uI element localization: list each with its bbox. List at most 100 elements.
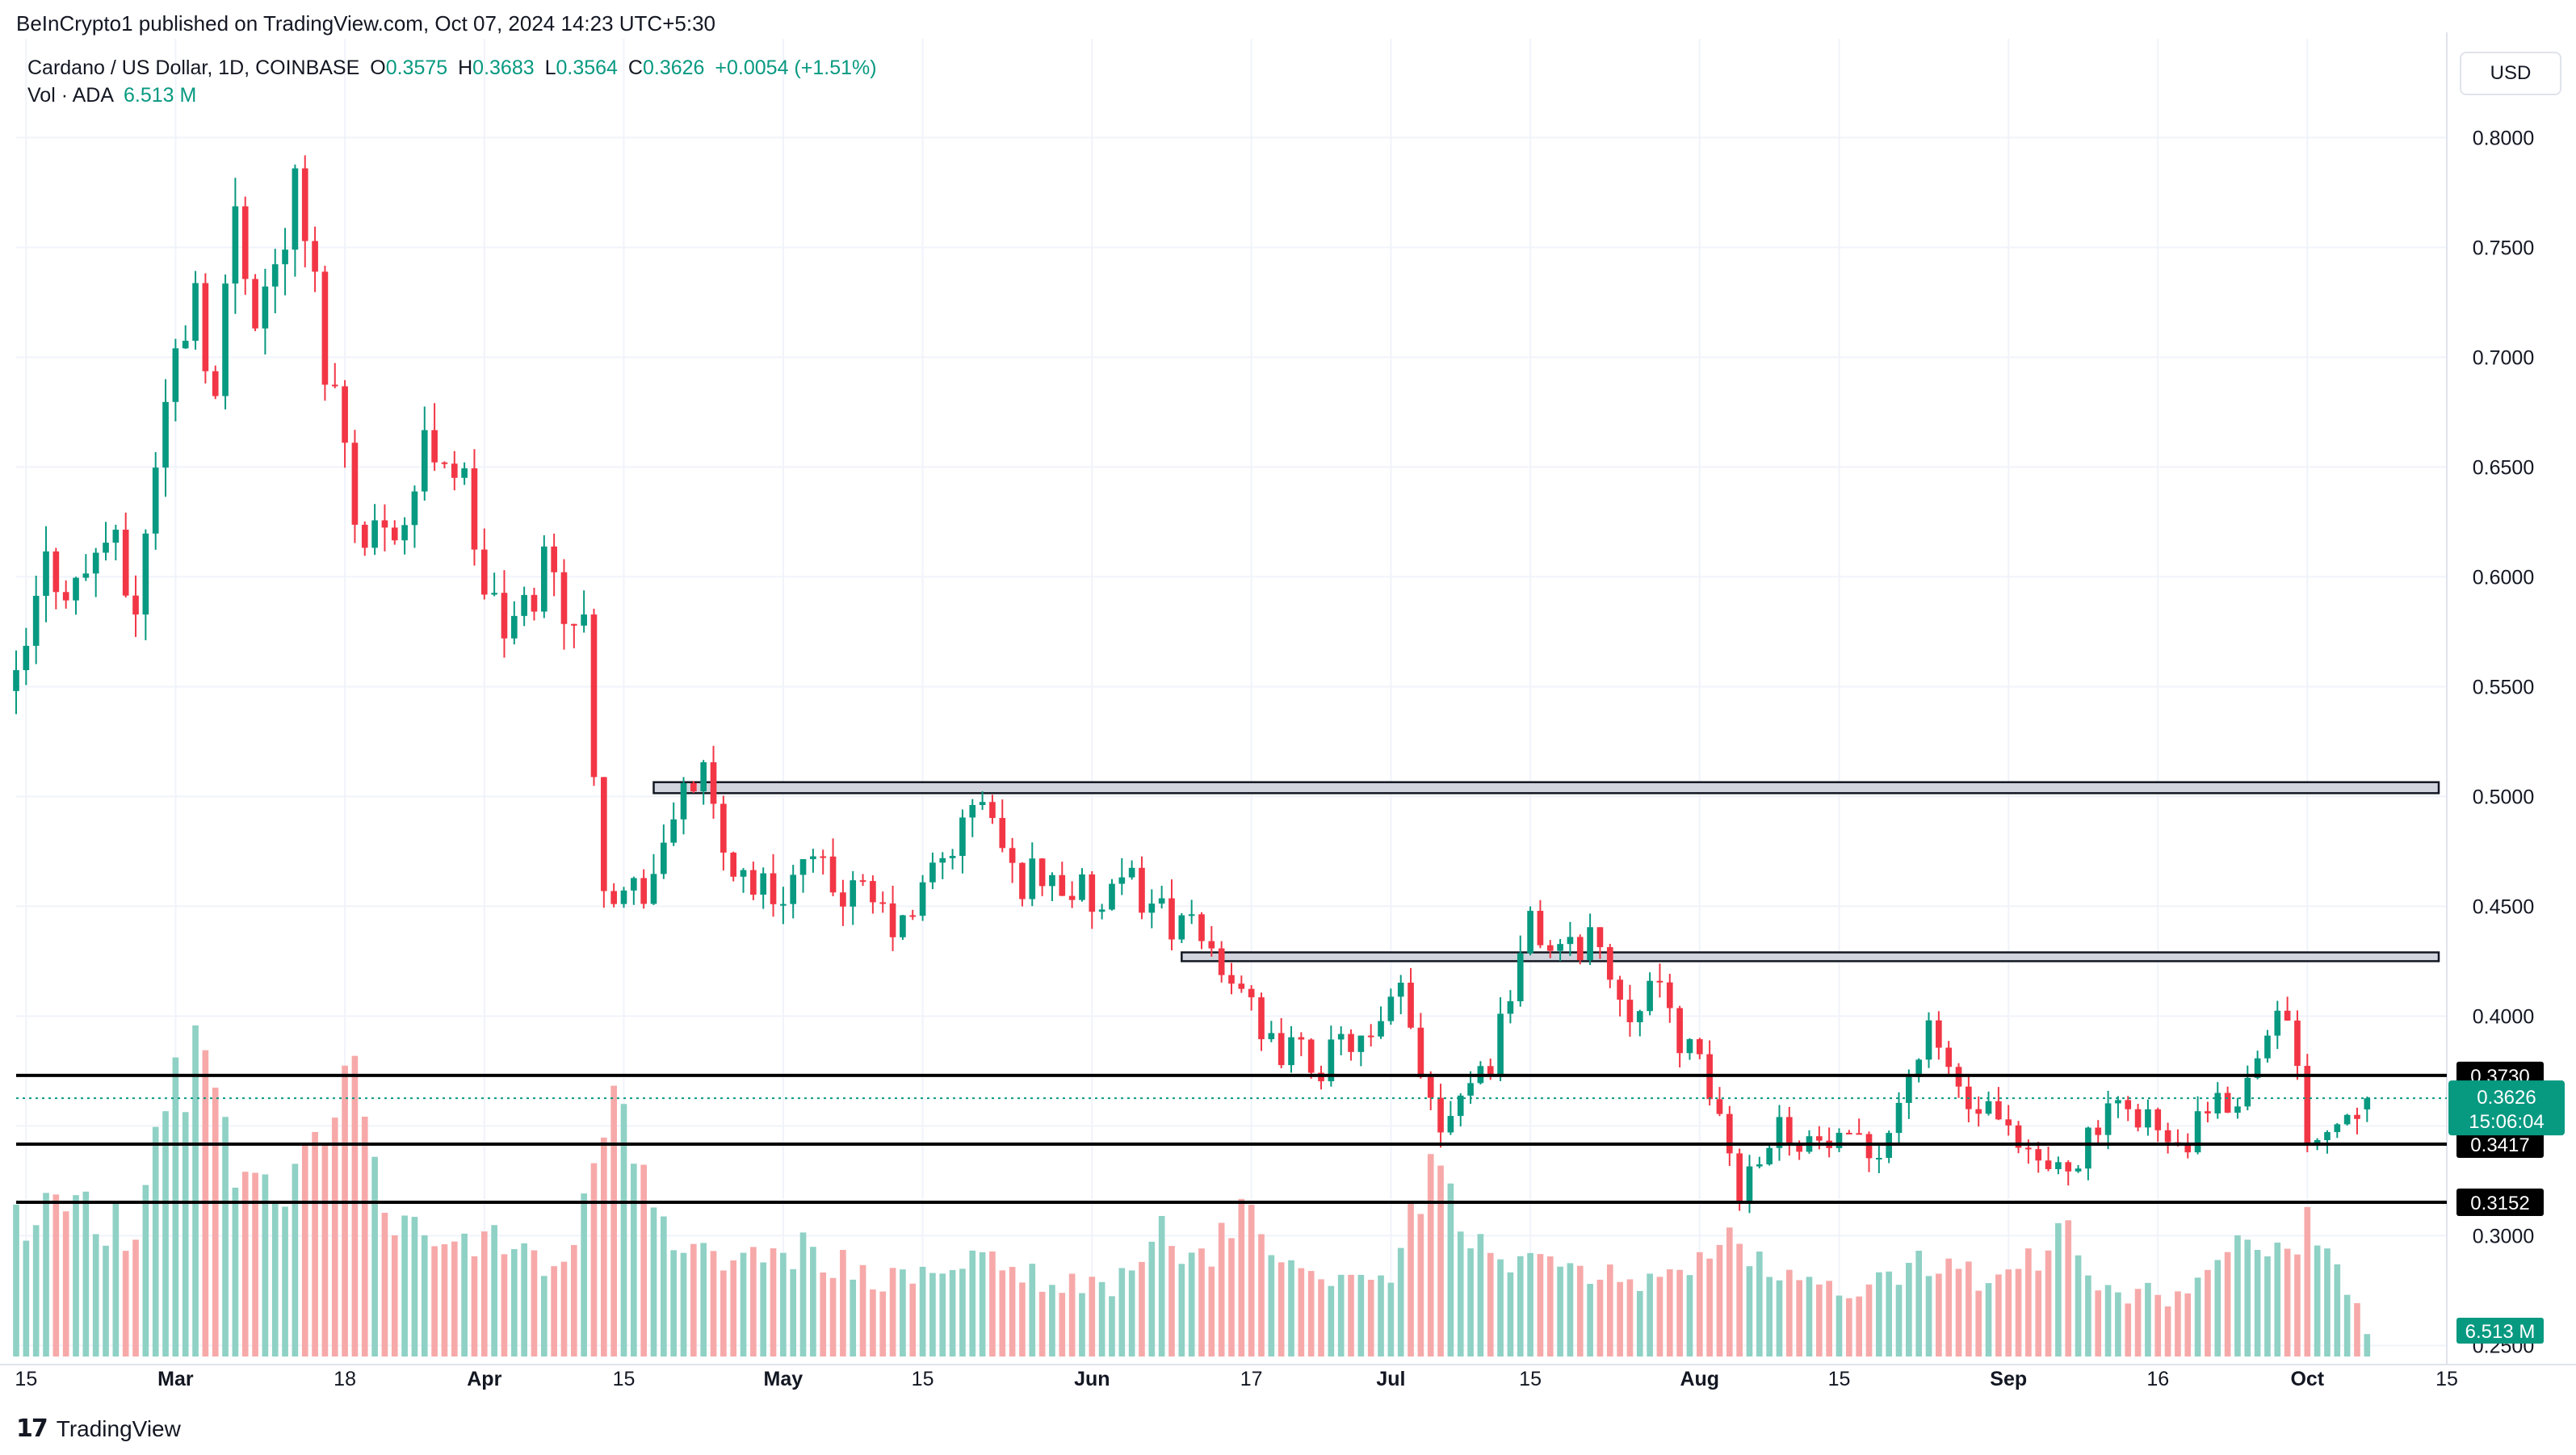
volume-bar <box>1527 1252 1533 1356</box>
volume-bar <box>471 1256 478 1356</box>
candle-body <box>2234 1106 2241 1113</box>
candle-body <box>1606 947 1613 980</box>
volume-bar <box>1596 1279 1604 1356</box>
volume-bar <box>1796 1280 1802 1356</box>
volume-bar <box>1417 1214 1424 1356</box>
volume-bar <box>661 1216 667 1356</box>
support-price-tag <box>2456 1189 2544 1217</box>
volume-bar <box>1895 1285 1903 1356</box>
candle-body <box>889 903 896 937</box>
volume-bar <box>1178 1264 1185 1356</box>
candle-body <box>1726 1113 1733 1154</box>
candle-body <box>1148 904 1156 913</box>
close-label: C <box>627 57 643 79</box>
close-value: 0.3626 <box>642 57 705 79</box>
candle-body <box>292 168 299 250</box>
volume-bar <box>640 1164 647 1356</box>
volume-bar <box>381 1212 388 1356</box>
volume-bars <box>13 1025 2371 1356</box>
candle-body <box>1647 980 1653 1012</box>
volume-bar <box>1696 1252 1703 1356</box>
y-tick-label: 0.7500 <box>2473 237 2534 259</box>
volume-bar <box>172 1057 179 1356</box>
volume-bar <box>979 1252 986 1356</box>
candle-body <box>510 615 518 639</box>
candle-body <box>103 543 109 553</box>
volume-bar <box>401 1215 408 1356</box>
volume-bar <box>1268 1255 1275 1356</box>
candle-body <box>342 386 348 443</box>
volume-bar <box>112 1204 120 1356</box>
volume-bar <box>1816 1284 1823 1356</box>
candle-body <box>2194 1111 2201 1153</box>
candle-body <box>979 802 986 805</box>
volume-bar <box>1546 1256 1554 1356</box>
volume-bar <box>730 1260 737 1356</box>
candle-body <box>1636 1011 1643 1023</box>
candle-body <box>820 856 827 858</box>
volume-bar <box>32 1225 40 1356</box>
candle-body <box>361 524 368 548</box>
candle-body <box>1915 1059 1923 1077</box>
volume-bar <box>2045 1250 2052 1356</box>
candle-body <box>1029 858 1036 899</box>
volume-bar <box>1139 1261 1145 1356</box>
candle-body <box>1238 983 1245 989</box>
candle-body <box>720 803 727 853</box>
volume-bar <box>411 1217 418 1356</box>
volume-bar <box>1836 1295 1843 1356</box>
candle-body <box>870 881 876 903</box>
volume-bar <box>1606 1264 1613 1356</box>
volume-bar <box>1208 1266 1215 1356</box>
volume-bar <box>1945 1258 1953 1356</box>
volume-tag <box>2456 1318 2544 1344</box>
x-tick-label: Oct <box>2290 1368 2324 1390</box>
candle-body <box>2294 1020 2301 1067</box>
volume-bar <box>939 1273 946 1356</box>
publish-info: BeInCrypto1 published on TradingView.com… <box>16 11 715 36</box>
volume-bar <box>103 1245 109 1356</box>
candle-body <box>1995 1101 2002 1120</box>
candle-body <box>1557 944 1563 951</box>
candle-body <box>52 551 60 593</box>
volume-bar <box>1357 1274 1365 1356</box>
volume-bar <box>1576 1265 1584 1356</box>
volume-bar <box>2134 1289 2142 1356</box>
volume-bar <box>1467 1248 1474 1356</box>
volume-bar <box>1537 1254 1544 1356</box>
volume-bar <box>1457 1231 1464 1356</box>
volume-bar <box>371 1156 378 1356</box>
tradingview-logo[interactable]: 𝟭𝟳 TradingView <box>16 1415 181 1443</box>
candle-body <box>2115 1100 2121 1104</box>
volume-bar <box>241 1172 249 1356</box>
volume-bar <box>859 1264 866 1356</box>
volume-bar <box>840 1250 846 1356</box>
support-price-tag <box>2456 1130 2544 1158</box>
x-tick-label: 17 <box>1240 1368 1263 1390</box>
candle-body <box>1208 941 1215 949</box>
candle-body <box>2075 1168 2082 1172</box>
volume-bar <box>1348 1274 1354 1356</box>
volume-bar <box>421 1235 428 1356</box>
volume-bar <box>43 1193 49 1356</box>
currency-button[interactable]: USD <box>2460 52 2561 95</box>
volume-bar <box>2284 1248 2291 1356</box>
x-tick-label: Aug <box>1680 1368 1719 1390</box>
high-value: 0.3683 <box>472 57 535 79</box>
candle-body <box>1517 953 1524 1002</box>
candle-body <box>1696 1038 1703 1055</box>
volume-bar <box>2264 1256 2271 1356</box>
volume-bar <box>900 1269 906 1356</box>
candle-body <box>172 348 179 402</box>
x-tick-label: 15 <box>912 1368 934 1390</box>
x-tick-label: Jul <box>1376 1368 1405 1390</box>
low-label: L <box>544 57 556 79</box>
volume-bar <box>2343 1294 2351 1356</box>
x-tick-label: 15 <box>1519 1368 1542 1390</box>
volume-bar <box>1587 1284 1593 1356</box>
candle-body <box>202 283 209 371</box>
volume-bar <box>2145 1282 2151 1356</box>
volume-bar <box>770 1248 777 1356</box>
candle-body <box>670 819 678 843</box>
